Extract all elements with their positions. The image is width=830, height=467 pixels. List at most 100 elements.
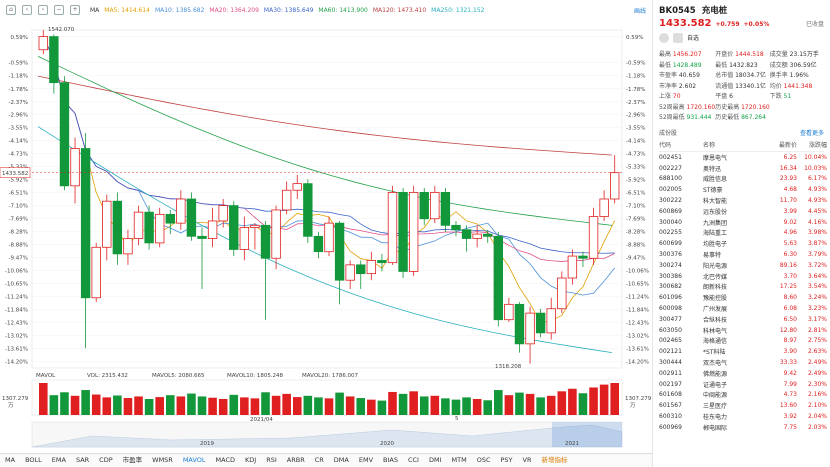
stat-item: 最低 1432.823 bbox=[715, 61, 758, 69]
zoom-in-icon[interactable]: + bbox=[70, 5, 80, 15]
indicator-tab[interactable]: MTM bbox=[451, 456, 467, 464]
constituent-row[interactable]: 600699 均胜电子 5.63 3.87% bbox=[659, 238, 827, 249]
constituent-row[interactable]: 600869 远东股份 3.99 4.45% bbox=[659, 206, 827, 217]
volume-bar bbox=[282, 393, 291, 415]
cell-change: 10.03% bbox=[804, 164, 827, 172]
cell-change: 3.17% bbox=[807, 315, 827, 323]
constituent-row[interactable]: 300477 合纵科技 6.50 3.17% bbox=[659, 314, 827, 325]
watchlist-label[interactable]: 自选 bbox=[687, 35, 700, 42]
indicator-tab[interactable]: ARBR bbox=[286, 456, 305, 464]
constituent-row[interactable]: 600098 广州发展 6.08 3.23% bbox=[659, 303, 827, 314]
constituent-row[interactable]: 002465 海格通信 8.97 2.75% bbox=[659, 336, 827, 347]
indicator-tab[interactable]: OSC bbox=[476, 456, 491, 464]
indicator-tab[interactable]: KDJ bbox=[245, 456, 257, 464]
volume-bar bbox=[419, 396, 429, 415]
indicator-tab[interactable]: RSI bbox=[266, 456, 277, 464]
ma-legend-ma120: MA120: 1473.410 bbox=[372, 6, 427, 14]
constituent-row[interactable]: 300386 北巴传媒 3.70 3.64% bbox=[659, 271, 827, 282]
indicator-tab[interactable]: 新增指标 bbox=[541, 456, 568, 464]
constituent-row[interactable]: 300040 九洲集团 9.02 4.16% bbox=[659, 217, 827, 228]
constituent-row[interactable]: 300682 朗新科技 17.25 3.54% bbox=[659, 282, 827, 293]
cell-name: 证通电子 bbox=[703, 381, 728, 389]
ma-legend-ma5: MA5: 1414.614 bbox=[104, 6, 150, 14]
indicator-tab[interactable]: VR bbox=[522, 456, 532, 464]
volume-bar bbox=[240, 397, 249, 415]
col-name[interactable]: 名称 bbox=[703, 142, 716, 149]
constituent-row[interactable]: 002005 ST德豪 4.68 4.93% bbox=[659, 184, 827, 195]
volume-bar bbox=[356, 398, 366, 415]
indicator-tab[interactable]: 市盈率 bbox=[122, 456, 143, 464]
stat-item: 平盘 6 bbox=[715, 93, 733, 100]
indicator-tab[interactable]: CR bbox=[314, 456, 324, 464]
cell-name: 豫能控股 bbox=[703, 295, 728, 303]
stat-item: 市净率 2.602 bbox=[659, 82, 697, 90]
indicator-tab[interactable]: CCI bbox=[407, 456, 419, 464]
constituent-row[interactable]: 002451 摩恩电气 6.25 10.04% bbox=[659, 152, 827, 163]
indicator-tab[interactable]: EMV bbox=[358, 456, 374, 464]
constituents-table: 002451 摩恩电气 6.25 10.04% 002227 奥特迅 16.34 10.03%… bbox=[659, 152, 827, 433]
constituent-row[interactable]: 601096 豫能控股 8.60 3.24% bbox=[659, 292, 827, 303]
cell-code: 002227 bbox=[659, 164, 682, 172]
cell-name: 广州发展 bbox=[703, 306, 728, 314]
col-code[interactable]: 代码 bbox=[659, 142, 672, 149]
volume-bar bbox=[589, 387, 598, 415]
volume-bar bbox=[81, 390, 90, 415]
indicator-tab[interactable]: BOLL bbox=[25, 456, 42, 464]
col-change[interactable]: 涨跌幅 bbox=[808, 142, 827, 149]
constituent-row[interactable]: 300376 易事特 6.30 3.79% bbox=[659, 249, 827, 260]
cell-price: 3.99 bbox=[783, 207, 797, 215]
constituent-row[interactable]: 600969 郴电国际 7.75 2.03% bbox=[659, 422, 827, 433]
indicator-tab[interactable]: MAVOL bbox=[182, 456, 206, 464]
constituent-row[interactable]: 601567 三星医疗 13.60 2.10% bbox=[659, 400, 827, 411]
constituent-row[interactable]: 002121 *ST科陆 3.90 2.63% bbox=[659, 346, 827, 357]
volume-bar bbox=[335, 392, 344, 415]
indicator-tab[interactable]: CDP bbox=[99, 456, 113, 464]
y-tick-label-right: -2.37% bbox=[626, 100, 645, 106]
constituent-row[interactable]: 688100 威胜信息 23.93 6.17% bbox=[659, 174, 827, 185]
alert-bell-icon[interactable] bbox=[659, 33, 669, 43]
indicator-tab[interactable]: DMA bbox=[333, 456, 349, 464]
constituent-row[interactable]: 002911 佛燃能源 9.42 2.49% bbox=[659, 368, 827, 379]
more-link[interactable]: 查看更多 bbox=[799, 130, 824, 137]
stat-item: 上涨 70 bbox=[659, 93, 681, 100]
indicator-tab[interactable]: DMI bbox=[428, 456, 442, 464]
zoom-out-icon[interactable]: − bbox=[54, 5, 64, 15]
indicator-tab[interactable]: BIAS bbox=[383, 456, 398, 464]
arrow-left-icon[interactable]: ‹ bbox=[22, 5, 32, 15]
constituent-row[interactable]: 600310 桂东电力 3.92 2.04% bbox=[659, 411, 827, 422]
constituent-row[interactable]: 002197 证通电子 7.99 2.30% bbox=[659, 379, 827, 390]
cell-code: 688100 bbox=[659, 175, 682, 183]
indicator-tab[interactable]: EMA bbox=[51, 456, 66, 464]
candle-body bbox=[324, 222, 334, 253]
y-tick-label: 0.59% bbox=[11, 35, 28, 41]
indicator-tab[interactable]: MA bbox=[5, 456, 16, 464]
indicator-tab[interactable]: PSY bbox=[500, 456, 513, 464]
constituent-row[interactable]: 300274 阳光电源 89.16 3.72% bbox=[659, 260, 827, 271]
constituent-row[interactable]: 002227 奥特迅 16.34 10.03% bbox=[659, 163, 827, 174]
cell-code: 300444 bbox=[659, 359, 682, 367]
arrow-right-icon[interactable]: › bbox=[38, 5, 48, 15]
y-tick-label-right: -8.88% bbox=[626, 243, 645, 249]
col-price[interactable]: 最新价 bbox=[778, 142, 797, 149]
kline-chart[interactable]: 0.59% -0.59% -1.18% -1.78% -2.37% -2.96% -3.55… bbox=[0, 0, 652, 455]
indicator-tab[interactable]: MACD bbox=[215, 456, 236, 464]
constituent-row[interactable]: 603050 科林电气 12.80 2.81% bbox=[659, 325, 827, 336]
y-tick-label: -13.02% bbox=[5, 334, 28, 340]
drawing-tool-button[interactable]: 画线 bbox=[633, 7, 646, 15]
constituent-row[interactable]: 601608 中闽能源 4.73 2.16% bbox=[659, 390, 827, 401]
constituent-row[interactable]: 002255 海陆重工 4.96 3.98% bbox=[659, 228, 827, 239]
indicator-tab[interactable]: SAR bbox=[75, 456, 90, 464]
add-watchlist-icon[interactable] bbox=[673, 33, 683, 43]
cell-code: 300376 bbox=[659, 251, 682, 259]
cell-change: 3.98% bbox=[807, 229, 827, 237]
constituent-row[interactable]: 300222 科大智能 11.70 4.93% bbox=[659, 195, 827, 206]
cell-change: 4.45% bbox=[807, 207, 827, 215]
y-tick-label: -4.73% bbox=[9, 152, 28, 158]
home-icon[interactable]: ⌂ bbox=[6, 5, 16, 15]
volume-bar bbox=[557, 391, 567, 415]
indicator-tab[interactable]: WMSR bbox=[152, 456, 173, 464]
volume-bar bbox=[388, 391, 397, 415]
y-tick-label-right: -5.92% bbox=[626, 178, 645, 184]
candle-body bbox=[610, 172, 620, 200]
constituent-row[interactable]: 300444 双杰电气 33.33 2.49% bbox=[659, 357, 827, 368]
